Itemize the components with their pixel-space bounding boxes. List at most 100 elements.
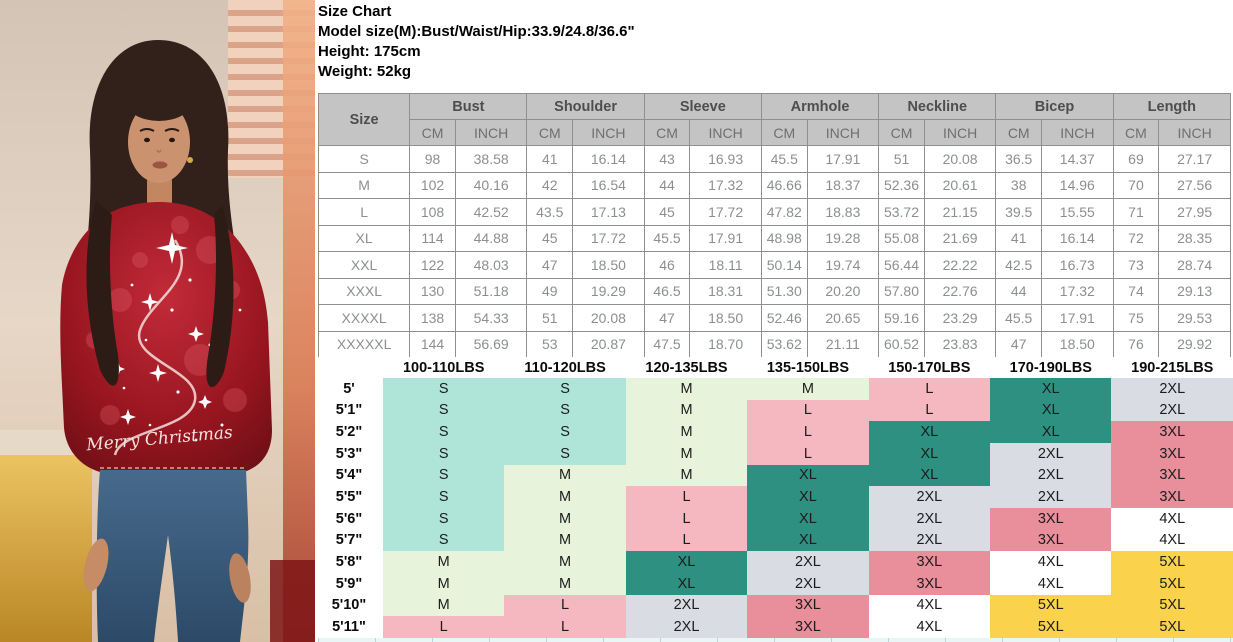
measurement-value: 50.14	[760, 251, 808, 279]
measurement-value: 51.18	[454, 277, 528, 305]
fit-row: 5'5" S M L XL 2XL 2XL 3XL	[315, 486, 1233, 508]
size-label: XXXL	[317, 277, 411, 305]
measurement-value: 20.87	[572, 330, 645, 358]
size-label: XXXXXL	[317, 330, 411, 358]
fit-cell: L	[504, 616, 626, 638]
measurement-value: 27.95	[1158, 198, 1231, 226]
fit-cell: M	[625, 399, 748, 422]
col-header-size: Size	[317, 93, 411, 146]
height-label: 5'8"	[315, 551, 383, 573]
unit-header-cm: CM	[878, 119, 925, 146]
earring	[187, 157, 193, 163]
measurement-value: 29.92	[1158, 330, 1231, 358]
measurement-value: 72	[1112, 224, 1160, 252]
hair-lock-right	[206, 205, 234, 388]
measurement-value: 14.37	[1041, 145, 1114, 173]
measurement-value: 43	[643, 145, 691, 173]
measurement-value: 39.5	[995, 198, 1043, 226]
fit-cell: M	[625, 464, 748, 487]
weight-header: 120-135LBS	[625, 357, 748, 378]
measurement-value: 28.35	[1158, 224, 1231, 252]
size-label: XXL	[317, 251, 411, 279]
measurement-value: 17.13	[572, 198, 645, 226]
fit-cell: XL	[625, 551, 748, 573]
measurement-value: 19.28	[806, 224, 880, 252]
measurement-value: 14.96	[1041, 171, 1114, 199]
measurement-value: 44.88	[454, 224, 528, 252]
measurement-value: 49	[526, 277, 574, 305]
size-label: M	[317, 171, 411, 199]
measurement-value: 16.54	[572, 171, 645, 199]
corner-cell	[315, 357, 383, 378]
model-left-hand	[83, 538, 109, 592]
fit-cell: 2XL	[868, 529, 991, 552]
fit-cell: 3XL	[1111, 464, 1233, 487]
measurement-value: 42	[526, 171, 574, 199]
height-label: 5'11"	[315, 616, 383, 638]
measurement-value: 18.83	[806, 198, 880, 226]
measurement-header-row: Size Bust Shoulder Sleeve Armhole Neckline Bic…	[317, 93, 1232, 146]
measurement-value: 18.50	[1041, 330, 1114, 358]
measurement-value: 60.52	[878, 330, 925, 358]
fit-cell: 4XL	[1111, 529, 1233, 552]
fit-cell: S	[382, 507, 505, 530]
col-header-neckline: Neckline	[878, 93, 997, 120]
measurement-value: 27.17	[1158, 145, 1231, 173]
fit-cell: M	[625, 442, 748, 465]
unit-header-cm: CM	[995, 119, 1043, 146]
measurement-value: 16.14	[572, 145, 645, 173]
model-weight-line: Weight: 52kg	[318, 63, 412, 80]
measurement-value: 122	[409, 251, 456, 279]
measurement-value: 43.5	[526, 198, 574, 226]
fit-cell: 2XL	[1111, 378, 1233, 400]
measurement-value: 71	[1112, 198, 1160, 226]
fit-cell: XL	[747, 507, 869, 530]
fit-cell: 3XL	[747, 616, 869, 638]
unit-header-cm: CM	[643, 119, 691, 146]
measurement-value: 16.73	[1041, 251, 1114, 279]
col-header-sleeve: Sleeve	[643, 93, 762, 120]
fit-header-row: 100-110LBS 110-120LBS 120-135LBS 135-150LBS…	[315, 357, 1233, 378]
measurement-value: 18.50	[572, 251, 645, 279]
fit-cell: 2XL	[625, 616, 748, 638]
measurement-value: 19.74	[806, 251, 880, 279]
weight-header: 170-190LBS	[990, 357, 1112, 378]
cutoff-table-strip	[318, 638, 1233, 642]
measurement-value: 23.29	[923, 304, 997, 332]
fit-cell: M	[747, 378, 869, 400]
measurement-value: 45.5	[995, 304, 1043, 332]
fit-cell: S	[504, 399, 626, 422]
unit-header-cm: CM	[526, 119, 574, 146]
size-label: XXXXL	[317, 304, 411, 332]
measurement-value: 20.61	[923, 171, 997, 199]
model-face	[128, 101, 190, 183]
measurement-value: 76	[1112, 330, 1160, 358]
fit-cell: 5XL	[990, 594, 1112, 617]
fit-cell: 3XL	[868, 551, 991, 573]
unit-header-cm: CM	[760, 119, 808, 146]
measurement-row: XXXXXL 144 56.69 53 20.87 47.5 18.70 53.62 21.11…	[317, 330, 1231, 358]
measurement-value: 70	[1112, 171, 1160, 199]
unit-header-inch: INCH	[454, 119, 528, 146]
fit-cell: M	[504, 507, 626, 530]
height-label: 5'1"	[315, 399, 383, 422]
measurement-value: 17.91	[689, 224, 762, 252]
size-label: XL	[317, 224, 411, 252]
fit-row: 5'10" M L 2XL 3XL 4XL 5XL 5XL	[315, 594, 1233, 617]
model-face-features	[139, 128, 180, 169]
measurement-row: L 108 42.52 43.5 17.13 45 17.72 47.82 18.83 53.72…	[317, 198, 1231, 226]
measurement-value: 138	[409, 304, 456, 332]
fit-cell: M	[625, 421, 748, 443]
fit-cell: 3XL	[1111, 442, 1233, 465]
measurement-value: 18.50	[689, 304, 762, 332]
measurement-value: 22.76	[923, 277, 997, 305]
jeans	[96, 470, 249, 642]
fit-cell: XL	[990, 421, 1112, 443]
measurement-value: 17.72	[572, 224, 645, 252]
measurement-value: 45.5	[643, 224, 691, 252]
height-label: 5'4"	[315, 464, 383, 487]
measurement-value: 38.58	[454, 145, 528, 173]
measurement-value: 52.46	[760, 304, 808, 332]
measurement-value: 56.69	[454, 330, 528, 358]
